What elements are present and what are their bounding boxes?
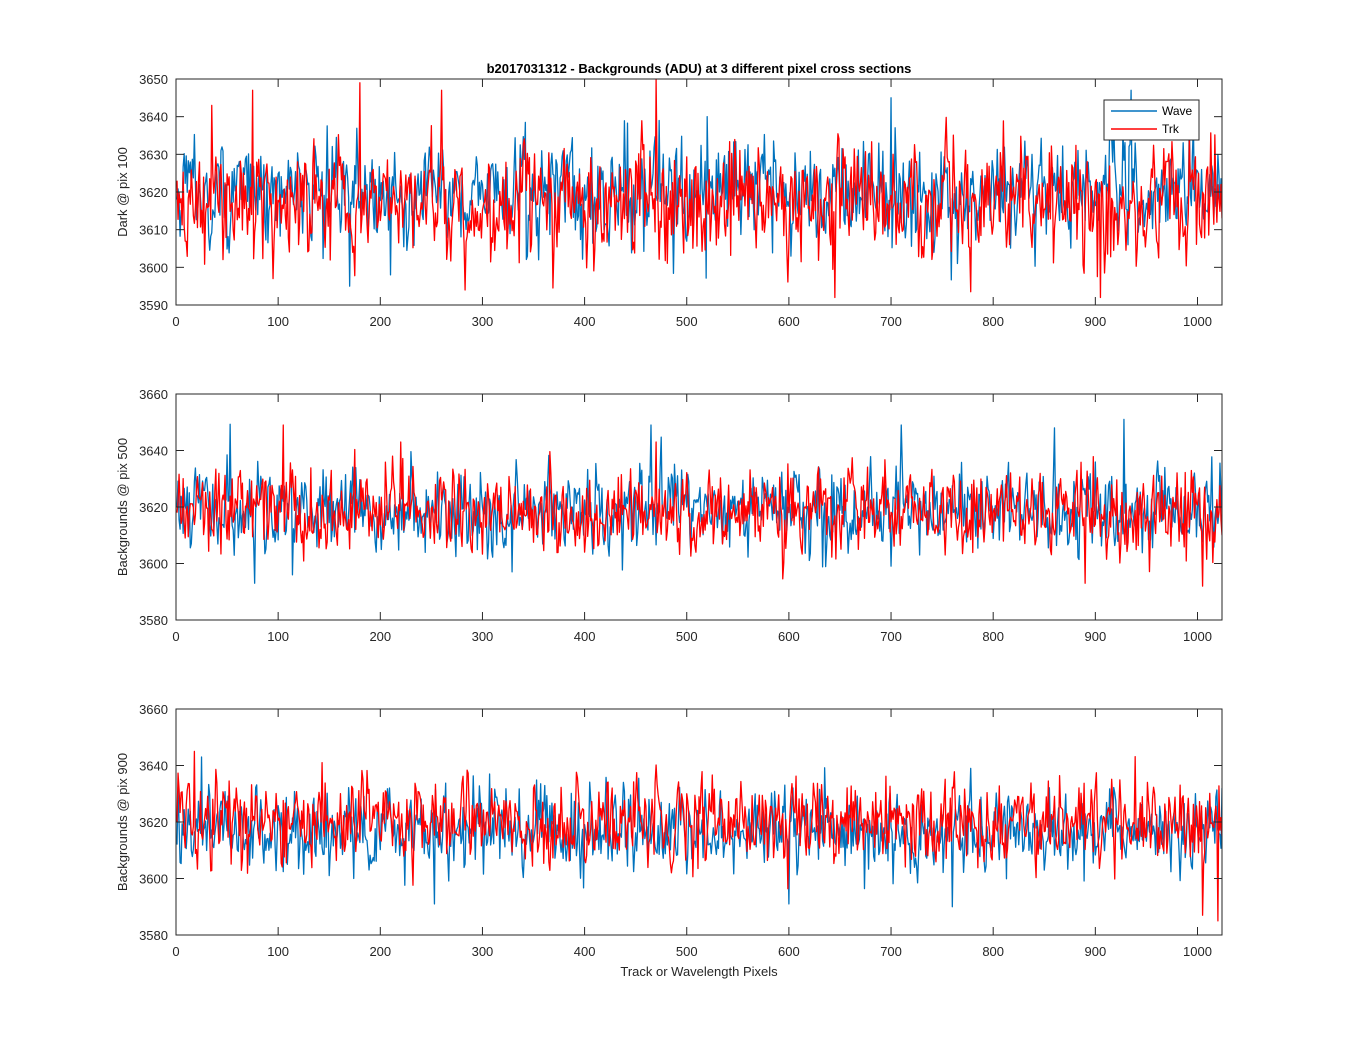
series-line-wave [176, 418, 1222, 584]
figure-title: b2017031312 - Backgrounds (ADU) at 3 dif… [487, 61, 912, 76]
subplot-backgrounds-pix-500: 0 100 200 300 400 500 600 700 800 900 1000 3580 3600… [115, 387, 1223, 644]
legend-box [1103, 99, 1200, 141]
y-tick-label: 3640 [139, 110, 168, 125]
y-tick-label: 3620 [139, 185, 168, 200]
x-tick-label: 600 [778, 944, 800, 959]
x-tick-label: 0 [172, 629, 179, 644]
y-tick-label: 3580 [139, 613, 168, 628]
x-tick-label: 500 [676, 314, 698, 329]
x-tick-label: 200 [369, 314, 391, 329]
x-tick-label: 100 [267, 314, 289, 329]
legend: Wave Trk [1103, 99, 1200, 141]
x-axis-label: Track or Wavelength Pixels [620, 964, 778, 979]
y-tick-label: 3660 [139, 387, 168, 402]
x-tick-label: 500 [676, 944, 698, 959]
x-tick-label: 0 [172, 944, 179, 959]
y-axis-label: Backgrounds @ pix 500 [115, 438, 130, 576]
x-tick-label: 400 [574, 944, 596, 959]
x-tick-label: 200 [369, 629, 391, 644]
series-line-trk [176, 79, 1222, 299]
y-tick-label: 3580 [139, 928, 168, 943]
y-tick-label: 3640 [139, 759, 168, 774]
x-tick-label: 800 [982, 629, 1004, 644]
x-tick-label: 300 [472, 629, 494, 644]
y-tick-label: 3640 [139, 444, 168, 459]
y-tick-label: 3620 [139, 500, 168, 515]
y-axis-label: Backgrounds @ pix 900 [115, 753, 130, 891]
x-tick-label: 600 [778, 314, 800, 329]
x-tick-label: 900 [1084, 314, 1106, 329]
x-tick-label: 200 [369, 944, 391, 959]
x-tick-label: 700 [880, 944, 902, 959]
x-tick-label: 700 [880, 314, 902, 329]
x-tick-label: 900 [1084, 944, 1106, 959]
x-tick-label: 1000 [1183, 314, 1212, 329]
y-axis-label: Dark @ pix 100 [115, 147, 130, 237]
y-tick-label: 3600 [139, 260, 168, 275]
x-tick-label: 300 [472, 944, 494, 959]
series-line-trk [176, 750, 1222, 922]
x-tick-label: 1000 [1183, 629, 1212, 644]
legend-label-wave: Wave [1162, 104, 1193, 118]
subplot-backgrounds-pix-900: 0 100 200 300 400 500 600 700 800 900 1000 3580 3600… [115, 702, 1223, 979]
y-tick-label: 3600 [139, 872, 168, 887]
x-tick-label: 1000 [1183, 944, 1212, 959]
x-tick-label: 400 [574, 629, 596, 644]
y-tick-label: 3610 [139, 223, 168, 238]
y-tick-label: 3660 [139, 702, 168, 717]
x-tick-label: 300 [472, 314, 494, 329]
x-tick-label: 100 [267, 629, 289, 644]
x-tick-label: 500 [676, 629, 698, 644]
x-tick-label: 900 [1084, 629, 1106, 644]
x-tick-label: 700 [880, 629, 902, 644]
y-tick-label: 3590 [139, 298, 168, 313]
x-tick-label: 800 [982, 944, 1004, 959]
x-tick-label: 400 [574, 314, 596, 329]
y-tick-label: 3620 [139, 815, 168, 830]
y-tick-label: 3600 [139, 557, 168, 572]
x-tick-label: 800 [982, 314, 1004, 329]
subplot-dark-pix-100: 0 100 200 300 400 500 600 700 800 900 1000 3590 3600… [115, 72, 1223, 329]
y-tick-label: 3650 [139, 72, 168, 87]
legend-label-trk: Trk [1162, 122, 1180, 136]
x-tick-label: 0 [172, 314, 179, 329]
series-line-trk [176, 424, 1222, 587]
x-tick-label: 600 [778, 629, 800, 644]
y-tick-label: 3630 [139, 147, 168, 162]
x-tick-label: 100 [267, 944, 289, 959]
